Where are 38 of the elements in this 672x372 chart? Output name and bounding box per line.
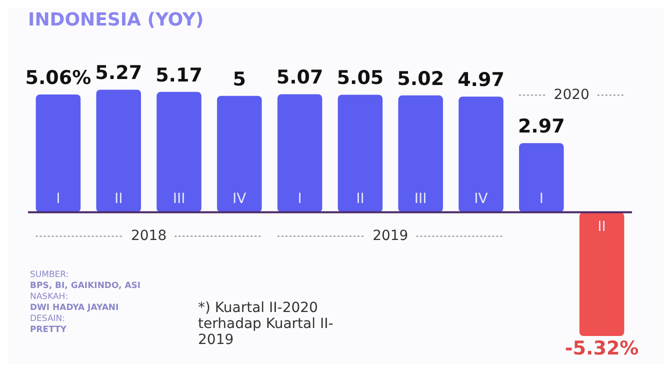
chart-title: INDONESIA (YOY) (28, 9, 204, 30)
bar (217, 96, 262, 212)
bar (156, 92, 202, 212)
data-label: 5.06% (25, 66, 92, 89)
data-label: 4.97 (458, 69, 504, 92)
bar (458, 96, 504, 212)
bar (338, 94, 383, 212)
bar (579, 212, 624, 336)
x-tick-label: IV (474, 190, 488, 207)
data-label: 5.07 (276, 66, 324, 89)
x-tick-label: I (298, 190, 302, 207)
data-label: 2.97 (518, 116, 565, 138)
x-tick-label: II (598, 218, 606, 235)
bar (519, 143, 564, 212)
x-tick-label: II (356, 190, 364, 207)
annotation: SUMBER: BPS, BI, GAIKINDO, ASI (30, 270, 141, 292)
x-tick-label: I (539, 190, 544, 207)
annotation: *) Kuartal II-2020 terhadap Kuartal II-2019 (198, 300, 334, 348)
x-tick-label: III (414, 190, 427, 207)
data-label: 5.17 (156, 64, 202, 86)
bar (96, 90, 141, 212)
x-tick-label: III (172, 190, 186, 207)
data-label: 5 (232, 68, 246, 90)
bar (398, 95, 443, 212)
annotation: 2019 (372, 228, 408, 244)
bar (277, 94, 322, 212)
bar (36, 94, 81, 212)
x-tick-label: II (114, 190, 123, 207)
data-label: -5.32% (564, 337, 639, 360)
annotation: DESAIN: PRETTY (30, 314, 68, 336)
x-tick-label: I (56, 190, 60, 207)
data-label: 5.05 (336, 67, 384, 90)
annotation: 2018 (130, 228, 167, 244)
annotation: NASKAH: DWI HADYA JAYANI (30, 292, 120, 314)
data-label: 5.27 (95, 62, 142, 84)
annotation: 2020 (554, 86, 590, 103)
data-label: 5.02 (397, 68, 444, 90)
x-tick-label: IV (232, 190, 247, 207)
